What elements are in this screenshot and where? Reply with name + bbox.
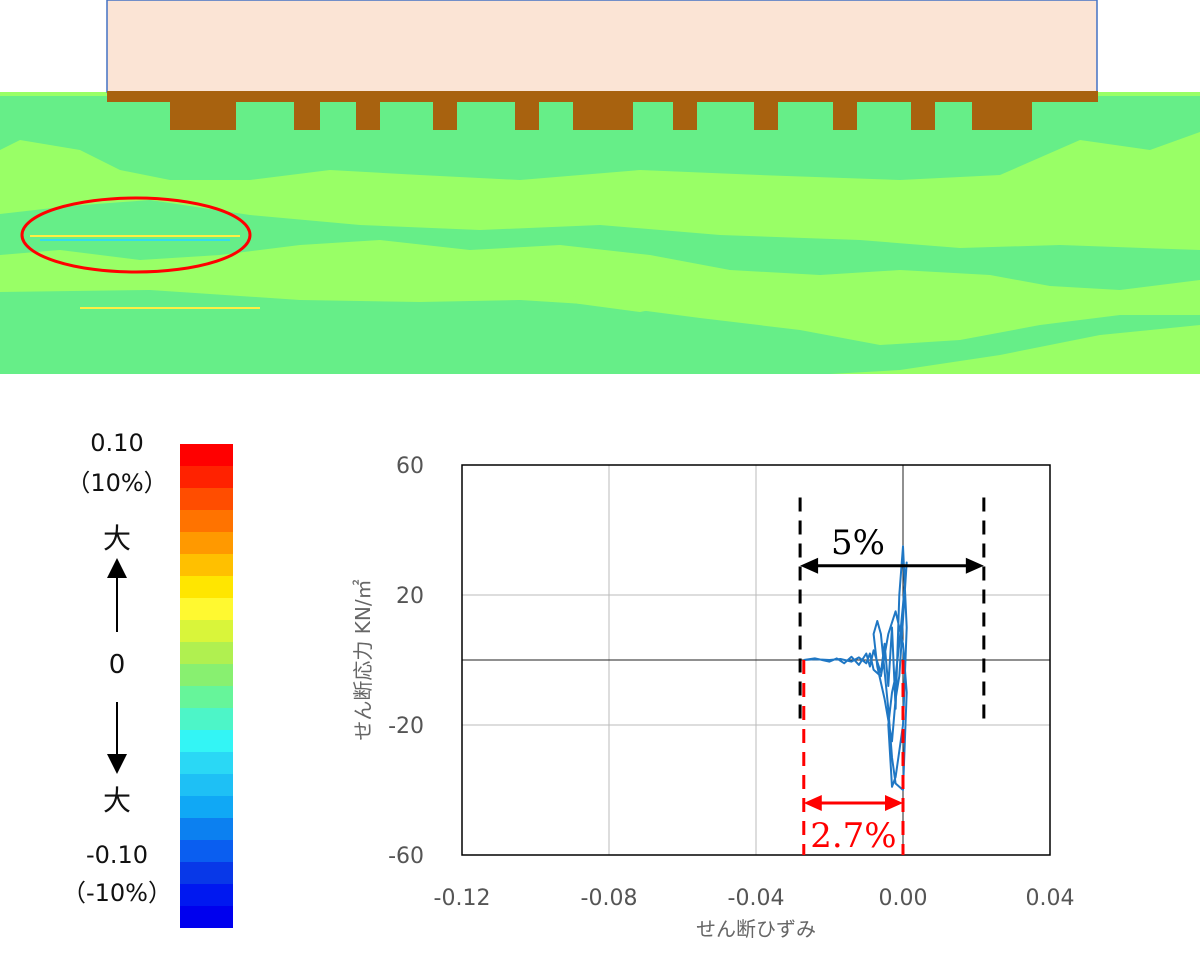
colorbar-segment [180,686,233,708]
legend-max-percent: （10%） [66,469,168,497]
colorbar-segment [180,488,233,510]
span-27-label: 2.7% [810,816,896,856]
series-line [803,545,908,791]
legend-min-value: -0.10 [85,841,149,869]
colorbar-segment [180,708,233,730]
span-5-label: 5% [831,523,885,563]
y-tick-label: 60 [396,454,424,479]
strain-contour-plot [0,0,1200,374]
y-tick-label: -60 [388,844,424,869]
foundation-piles [170,100,1032,130]
y-tick-label: -20 [388,714,424,739]
color-legend: 0.10 （10%） 大 0 大 -0.10 （-10%） [0,420,260,928]
y-ticks: 60 20 -20 -60 [388,454,424,869]
colorbar-segment [180,598,233,620]
foundation-slab [107,91,1098,102]
building-block [106,0,1098,93]
x-tick-label: -0.12 [434,886,491,911]
colorbar-segment [180,576,233,598]
x-tick-label: 0.04 [1026,886,1075,911]
x-tick-label: 0.00 [879,886,928,911]
span-27-arrowhead-right [885,795,903,811]
x-tick-label: -0.04 [728,886,785,911]
legend-down-arrow [107,754,127,774]
legend-min-percent: （-10%） [61,879,172,907]
colorbar-segment [180,444,233,466]
y-tick-label: 20 [396,584,424,609]
colorbar-segment [180,466,233,488]
colorbar-segment [180,510,233,532]
plot-frame [461,464,1051,856]
colorbar-segment [180,752,233,774]
highlight-ellipse [20,196,252,274]
colorbar-segment [180,796,233,818]
colorbar-segment [180,642,233,664]
span-5-arrowhead-left [800,557,819,574]
colorbar-segment [180,730,233,752]
colorbar-segment [180,620,233,642]
contour-band [550,290,700,312]
legend-max-value: 0.10 [90,429,144,457]
x-axis-label: せん断ひずみ [696,917,816,941]
legend-up-arrow-line [116,578,118,632]
stress-strain-chart: 60 20 -20 -60 -0.12 -0.08 -0.04 0.00 0.04 せん断ひず… [351,454,1075,941]
colorbar-segment [180,818,233,840]
y-axis-label: せん断応力 KN/㎡ [351,579,375,740]
span-27-arrowhead-left [803,795,822,811]
colorbar-segment [180,862,233,884]
colorbar-segment [180,906,233,928]
colorbar-segment [180,554,233,576]
span-5-arrowhead-right [965,557,984,574]
colorbar-segment [180,774,233,796]
colorbar-segment [180,884,233,906]
x-tick-label: -0.08 [581,886,638,911]
contour-band [0,200,1200,290]
chart-grid [461,464,1051,856]
legend-zero: 0 [108,650,126,680]
x-ticks: -0.12 -0.08 -0.04 0.00 0.04 [434,886,1075,911]
legend-up-arrow [107,558,127,578]
legend-lower-large: 大 [102,784,131,817]
chart-annotations: 5% 2.7% [798,497,986,856]
legend-down-arrow-line [116,702,118,756]
contour-band [0,290,1200,374]
colorbar-segment [180,532,233,554]
colorbar-segment [180,840,233,862]
legend-upper-large: 大 [102,522,131,555]
colorbar-segment [180,664,233,686]
legend-colorbar [180,444,233,928]
